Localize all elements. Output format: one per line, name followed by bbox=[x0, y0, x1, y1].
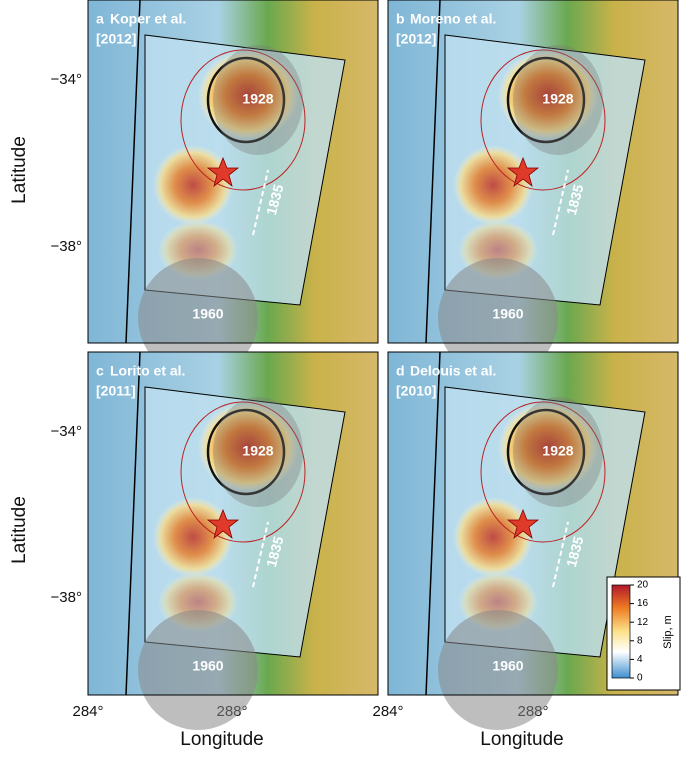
panel-label: d bbox=[396, 363, 405, 379]
rupture-1928 bbox=[213, 397, 303, 507]
panel-frame bbox=[87, 351, 379, 696]
label-1835: 1835 bbox=[263, 182, 287, 216]
rupture-1835-arrow bbox=[252, 169, 269, 236]
label-1928: 1928 bbox=[242, 91, 273, 107]
trench bbox=[425, 0, 441, 344]
epicenter bbox=[206, 508, 240, 540]
colorbar-tick-label: 8 bbox=[637, 635, 643, 646]
slip-contour bbox=[506, 56, 586, 144]
label-1960: 1960 bbox=[192, 658, 223, 674]
y-tick-label: −34° bbox=[51, 423, 82, 440]
panels: a Koper et al. [2012] 1928 1960 1835 b Moreno e… bbox=[87, 0, 679, 730]
slip-patch bbox=[453, 145, 533, 225]
rupture-1928 bbox=[213, 45, 303, 155]
rupture-1928 bbox=[513, 397, 603, 507]
map-panel: b Moreno et al. [2012] 1928 1960 1835 bbox=[387, 0, 679, 378]
colorbar: Slip, m 20 16 12 8 4 0 bbox=[606, 576, 681, 691]
slip-contour bbox=[480, 49, 606, 191]
epicenter bbox=[206, 156, 240, 188]
y-axis-label: Latitude bbox=[9, 136, 30, 204]
panel-label: b bbox=[396, 11, 405, 27]
label-1960: 1960 bbox=[192, 306, 223, 322]
rupture-1928 bbox=[513, 45, 603, 155]
slip-patch bbox=[153, 145, 233, 225]
epicenter bbox=[506, 156, 540, 188]
slip-patch bbox=[453, 497, 533, 577]
rupture-1835-arrow bbox=[552, 169, 569, 236]
rupture-1960 bbox=[138, 258, 258, 378]
panel-frame bbox=[87, 0, 379, 344]
slip-patch bbox=[198, 402, 298, 492]
trench bbox=[125, 0, 141, 344]
panel-frame bbox=[387, 0, 679, 344]
rupture-1960 bbox=[438, 258, 558, 378]
slip-contour bbox=[506, 408, 586, 496]
colorbar-tick-label: 12 bbox=[637, 617, 649, 628]
slip-contour bbox=[180, 401, 306, 543]
y-axis-label: Latitude bbox=[9, 496, 30, 564]
panel-year: [2012] bbox=[396, 31, 436, 47]
map-panel: c Lorito et al. [2011] 1928 1960 1835 bbox=[87, 351, 379, 730]
slip-contour bbox=[480, 401, 606, 543]
panel-authors: Moreno et al. bbox=[410, 11, 496, 27]
label-1835: 1835 bbox=[563, 182, 587, 216]
label-1928: 1928 bbox=[242, 443, 273, 459]
panel-year: [2010] bbox=[396, 383, 436, 399]
panel-label: a bbox=[96, 11, 104, 27]
slip-contour bbox=[180, 49, 306, 191]
colorbar-label: Slip, m bbox=[662, 615, 674, 649]
slip-contour bbox=[206, 56, 286, 144]
slip-contour bbox=[206, 408, 286, 496]
slip-patch bbox=[498, 402, 598, 492]
x-axis-label: Longitude bbox=[480, 729, 563, 750]
rupture-1835-arrow bbox=[552, 521, 569, 588]
slip-patch bbox=[198, 50, 298, 140]
label-1960: 1960 bbox=[492, 306, 523, 322]
label-1928: 1928 bbox=[542, 91, 573, 107]
x-tick-label: 284° bbox=[372, 703, 403, 720]
rupture-1960 bbox=[438, 610, 558, 730]
panel-year: [2012] bbox=[96, 31, 136, 47]
map-panel: d Delouis et al. [2010] 1928 1960 1835 bbox=[387, 351, 679, 730]
label-1960: 1960 bbox=[492, 658, 523, 674]
epicenter bbox=[506, 508, 540, 540]
colorbar-tick-label: 20 bbox=[637, 580, 649, 591]
label-1928: 1928 bbox=[542, 443, 573, 459]
map-panel: a Koper et al. [2012] 1928 1960 1835 bbox=[87, 0, 379, 378]
panel-authors: Koper et al. bbox=[110, 11, 186, 27]
label-1835: 1835 bbox=[563, 534, 587, 568]
colorbar-scale bbox=[611, 584, 631, 679]
x-tick-label: 284° bbox=[72, 703, 103, 720]
label-1835: 1835 bbox=[263, 534, 287, 568]
colorbar-tick-label: 4 bbox=[637, 654, 643, 665]
trench bbox=[125, 351, 141, 696]
panel-year: [2011] bbox=[96, 383, 136, 399]
x-axis-label: Longitude bbox=[180, 729, 263, 750]
panel-authors: Lorito et al. bbox=[110, 363, 185, 379]
colorbar-tick-label: 0 bbox=[637, 673, 643, 684]
y-tick-label: −38° bbox=[51, 589, 82, 606]
trench bbox=[425, 351, 441, 696]
panel-authors: Delouis et al. bbox=[410, 363, 496, 379]
panel-frame bbox=[387, 351, 679, 696]
panel-label: c bbox=[96, 363, 104, 379]
colorbar-tick-label: 16 bbox=[637, 598, 649, 609]
slip-patch bbox=[153, 497, 233, 577]
slip-patch bbox=[498, 50, 598, 140]
y-tick-label: −38° bbox=[51, 238, 82, 255]
rupture-1960 bbox=[138, 610, 258, 730]
rupture-1835-arrow bbox=[252, 521, 269, 588]
y-tick-label: −34° bbox=[51, 71, 82, 88]
